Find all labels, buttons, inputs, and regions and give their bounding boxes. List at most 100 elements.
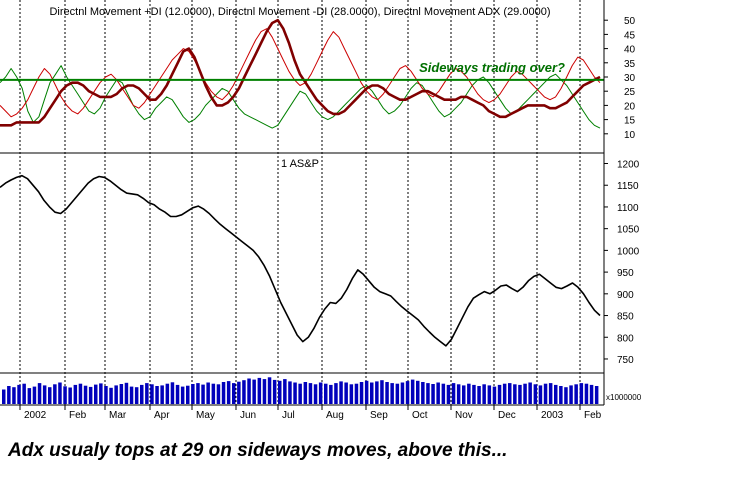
volume-bar-4 [22, 383, 26, 404]
volume-bar-12 [63, 386, 67, 404]
volume-bar-31 [160, 385, 164, 404]
volume-bar-97 [497, 384, 502, 404]
volume-bar-112 [574, 384, 578, 404]
volume-bar-66 [339, 381, 343, 404]
price-ytick-label-1050: 1050 [617, 225, 640, 236]
volume-bar-84 [431, 384, 435, 404]
dmi-series-adx [0, 18, 601, 127]
price-ytick-label-900: 900 [617, 290, 634, 301]
price-ytick-label-950: 950 [617, 268, 634, 279]
volume-bar-93 [477, 386, 481, 404]
volume-bar-54 [278, 380, 282, 404]
volume-bar-109 [559, 386, 563, 404]
volume-bar-45 [232, 383, 236, 404]
volume-bar-47 [242, 380, 246, 404]
volume-bar-14 [73, 384, 78, 404]
volume-bar-101 [518, 384, 522, 404]
volume-bar-53 [272, 379, 277, 404]
volume-bar-89 [456, 384, 461, 404]
dmi-ytick-label-50: 50 [624, 16, 636, 27]
volume-bar-116 [594, 386, 599, 404]
volume-bar-94 [482, 384, 486, 404]
volume-bar-55 [283, 379, 287, 404]
volume-bar-21 [109, 387, 113, 404]
volume-bar-62 [318, 382, 323, 404]
volume-bar-102 [523, 383, 527, 404]
xtick-label-mar: Mar [109, 410, 127, 421]
volume-bar-58 [298, 383, 302, 404]
dmi-ytick-label-45: 45 [624, 30, 636, 41]
volume-bar-86 [441, 383, 446, 404]
xtick-label-apr: Apr [154, 410, 170, 421]
price-series-close [0, 174, 601, 347]
volume-bar-49 [252, 379, 256, 404]
volume-bar-5 [27, 388, 32, 404]
volume-bar-56 [288, 381, 292, 404]
volume-bar-37 [191, 384, 195, 404]
volume-bar-28 [145, 383, 149, 404]
dmi-ytick-label-35: 35 [624, 59, 636, 70]
volume-bar-20 [104, 386, 108, 404]
volume-bar-107 [548, 383, 553, 404]
volume-bar-16 [83, 385, 88, 404]
dmi-ytick-label-25: 25 [624, 87, 636, 98]
volume-bar-43 [221, 382, 226, 404]
volume-bar-68 [349, 384, 354, 404]
volume-bar-110 [564, 387, 568, 404]
price-ytick-label-1000: 1000 [617, 246, 640, 257]
volume-bar-92 [472, 384, 476, 404]
volume-bar-46 [237, 381, 241, 404]
volume-bar-17 [88, 386, 93, 404]
xtick-label-2002: 2002 [24, 410, 47, 421]
price-ytick-label-1100: 1100 [617, 203, 639, 214]
volume-bar-30 [155, 386, 159, 404]
dmi-ytick-label-20: 20 [624, 101, 636, 112]
volume-bar-83 [426, 383, 430, 404]
dmi-panel-title: Directnl Movement +DI (12.0000), Directn… [49, 6, 550, 18]
volume-bar-65 [334, 383, 338, 404]
xtick-label-nov: Nov [455, 410, 473, 421]
xtick-label-dec: Dec [498, 410, 516, 421]
volume-bar-7 [37, 383, 42, 404]
volume-bar-76 [390, 383, 394, 404]
price-panel: 1 AS&P [0, 158, 601, 347]
volume-bar-23 [119, 384, 124, 404]
volume-bar-100 [513, 384, 517, 404]
dmi-ytick-label-40: 40 [624, 45, 636, 56]
volume-bar-29 [150, 384, 154, 404]
volume-bar-79 [405, 381, 410, 404]
volume-bar-78 [400, 382, 405, 404]
volume-bar-113 [579, 383, 584, 404]
dmi-series-plus_di [0, 65, 601, 129]
volume-bar-2 [12, 387, 16, 404]
volume-bar-22 [114, 385, 118, 404]
volume-bar-38 [196, 383, 200, 404]
volume-bar-8 [42, 385, 47, 404]
dmi-ytick-label-30: 30 [624, 73, 636, 84]
xtick-label-jul: Jul [282, 410, 295, 421]
volume-bar-39 [201, 384, 205, 404]
volume-bar-19 [99, 383, 103, 404]
volume-bar-115 [589, 384, 594, 404]
volume-bar-15 [78, 383, 83, 404]
xtick-label-feb: Feb [584, 410, 602, 421]
volume-bar-13 [68, 387, 72, 404]
volume-bar-90 [462, 385, 466, 404]
sideways-annotation: Sideways trading over? [419, 60, 565, 75]
volume-bar-26 [134, 387, 139, 404]
volume-bar-75 [385, 382, 389, 404]
volume-bar-106 [543, 383, 548, 404]
volume-bar-35 [180, 386, 185, 404]
volume-bar-88 [451, 383, 456, 404]
volume-bar-9 [48, 387, 52, 404]
volume-bar-50 [257, 377, 262, 404]
xtick-label-2003: 2003 [541, 410, 564, 421]
volume-bar-41 [211, 383, 216, 404]
price-ytick-label-850: 850 [617, 312, 634, 323]
axes: 10 15 20 25 30 35 40 45 50 750 800 850 900 950 1000 105… [19, 16, 642, 421]
price-ytick-label-1150: 1150 [617, 181, 639, 192]
volume-bar-99 [508, 383, 512, 404]
volume-bar-91 [467, 383, 471, 404]
volume-bar-44 [226, 381, 231, 404]
